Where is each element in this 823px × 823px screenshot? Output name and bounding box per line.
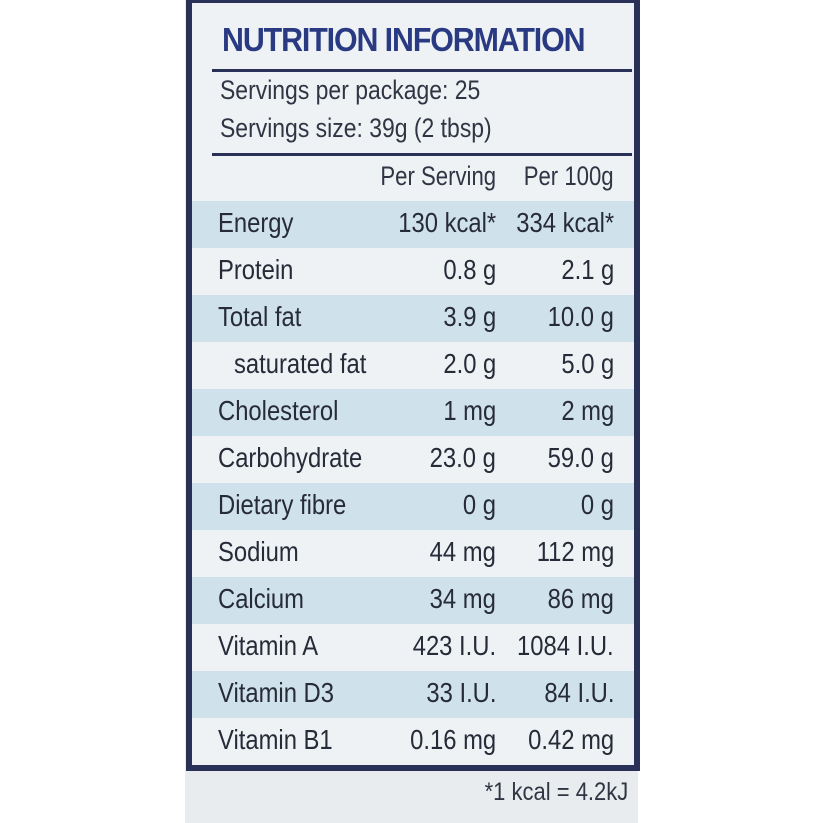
nutrient-name: Protein	[218, 254, 294, 285]
header-divider	[212, 153, 632, 156]
table-row: Vitamin D3 33 I.U. 84 I.U.	[192, 671, 634, 718]
nutrient-name: Vitamin B1	[218, 724, 333, 755]
per-100g-value: 334 kcal*	[516, 207, 614, 238]
table-row: Total fat 3.9 g 10.0 g	[192, 295, 634, 342]
nutrient-table: Energy 130 kcal* 334 kcal* Protein 0.8 g…	[192, 201, 634, 765]
per-100g-value: 0.42 mg	[528, 724, 614, 755]
table-row: Carbohydrate 23.0 g 59.0 g	[192, 436, 634, 483]
nutrient-name: Vitamin D3	[218, 677, 334, 708]
per-100g-value: 2.1 g	[561, 254, 614, 285]
nutrient-name: Sodium	[218, 536, 299, 567]
per-serving-value: 130 kcal*	[398, 207, 496, 238]
nutrient-name: Carbohydrate	[218, 442, 363, 473]
per-serving-value: 1 mg	[443, 395, 496, 426]
per-100g-value: 84 I.U.	[543, 677, 614, 708]
servings-per-package: Servings per package: 25	[220, 75, 481, 105]
table-row: Sodium 44 mg 112 mg	[192, 530, 634, 577]
per-serving-value: 0 g	[462, 489, 496, 520]
energy-conversion-footnote: *1 kcal = 4.2kJ	[484, 778, 628, 806]
column-header-per-100g: Per 100g	[524, 161, 614, 191]
table-row: Calcium 34 mg 86 mg	[192, 577, 634, 624]
table-row: Vitamin A 423 I.U. 1084 I.U.	[192, 624, 634, 671]
title-divider	[212, 69, 632, 72]
per-serving-value: 423 I.U.	[412, 630, 496, 661]
per-100g-value: 112 mg	[536, 536, 614, 567]
column-header-per-serving: Per Serving	[380, 161, 496, 191]
nutrient-name: Total fat	[218, 301, 302, 332]
panel-title: NUTRITION INFORMATION	[222, 21, 586, 58]
per-serving-value: 23.0 g	[429, 442, 496, 473]
per-serving-value: 44 mg	[429, 536, 496, 567]
nutrient-name: saturated fat	[234, 348, 367, 379]
table-row: Dietary fibre 0 g 0 g	[192, 483, 634, 530]
per-100g-value: 1084 I.U.	[517, 630, 614, 661]
table-row: Vitamin B1 0.16 mg 0.42 mg	[192, 718, 634, 765]
per-100g-value: 86 mg	[547, 583, 614, 614]
per-100g-value: 59.0 g	[547, 442, 614, 473]
table-row: saturated fat 2.0 g 5.0 g	[192, 342, 634, 389]
per-serving-value: 0.8 g	[443, 254, 496, 285]
table-row: Protein 0.8 g 2.1 g	[192, 248, 634, 295]
per-100g-value: 0 g	[580, 489, 614, 520]
nutrition-panel: NUTRITION INFORMATION Servings per packa…	[186, 0, 640, 771]
nutrient-name: Cholesterol	[218, 395, 339, 426]
nutrient-name: Dietary fibre	[218, 489, 347, 520]
per-100g-value: 10.0 g	[547, 301, 614, 332]
per-serving-value: 33 I.U.	[425, 677, 496, 708]
serving-size: Servings size: 39g (2 tbsp)	[220, 113, 492, 143]
nutrient-name: Vitamin A	[218, 630, 319, 661]
table-row: Energy 130 kcal* 334 kcal*	[192, 201, 634, 248]
nutrient-name: Calcium	[218, 583, 304, 614]
per-serving-value: 0.16 mg	[410, 724, 496, 755]
per-serving-value: 3.9 g	[443, 301, 496, 332]
per-serving-value: 34 mg	[429, 583, 496, 614]
nutrient-name: Energy	[218, 207, 294, 238]
table-row: Cholesterol 1 mg 2 mg	[192, 389, 634, 436]
per-100g-value: 5.0 g	[561, 348, 614, 379]
per-100g-value: 2 mg	[561, 395, 614, 426]
per-serving-value: 2.0 g	[443, 348, 496, 379]
